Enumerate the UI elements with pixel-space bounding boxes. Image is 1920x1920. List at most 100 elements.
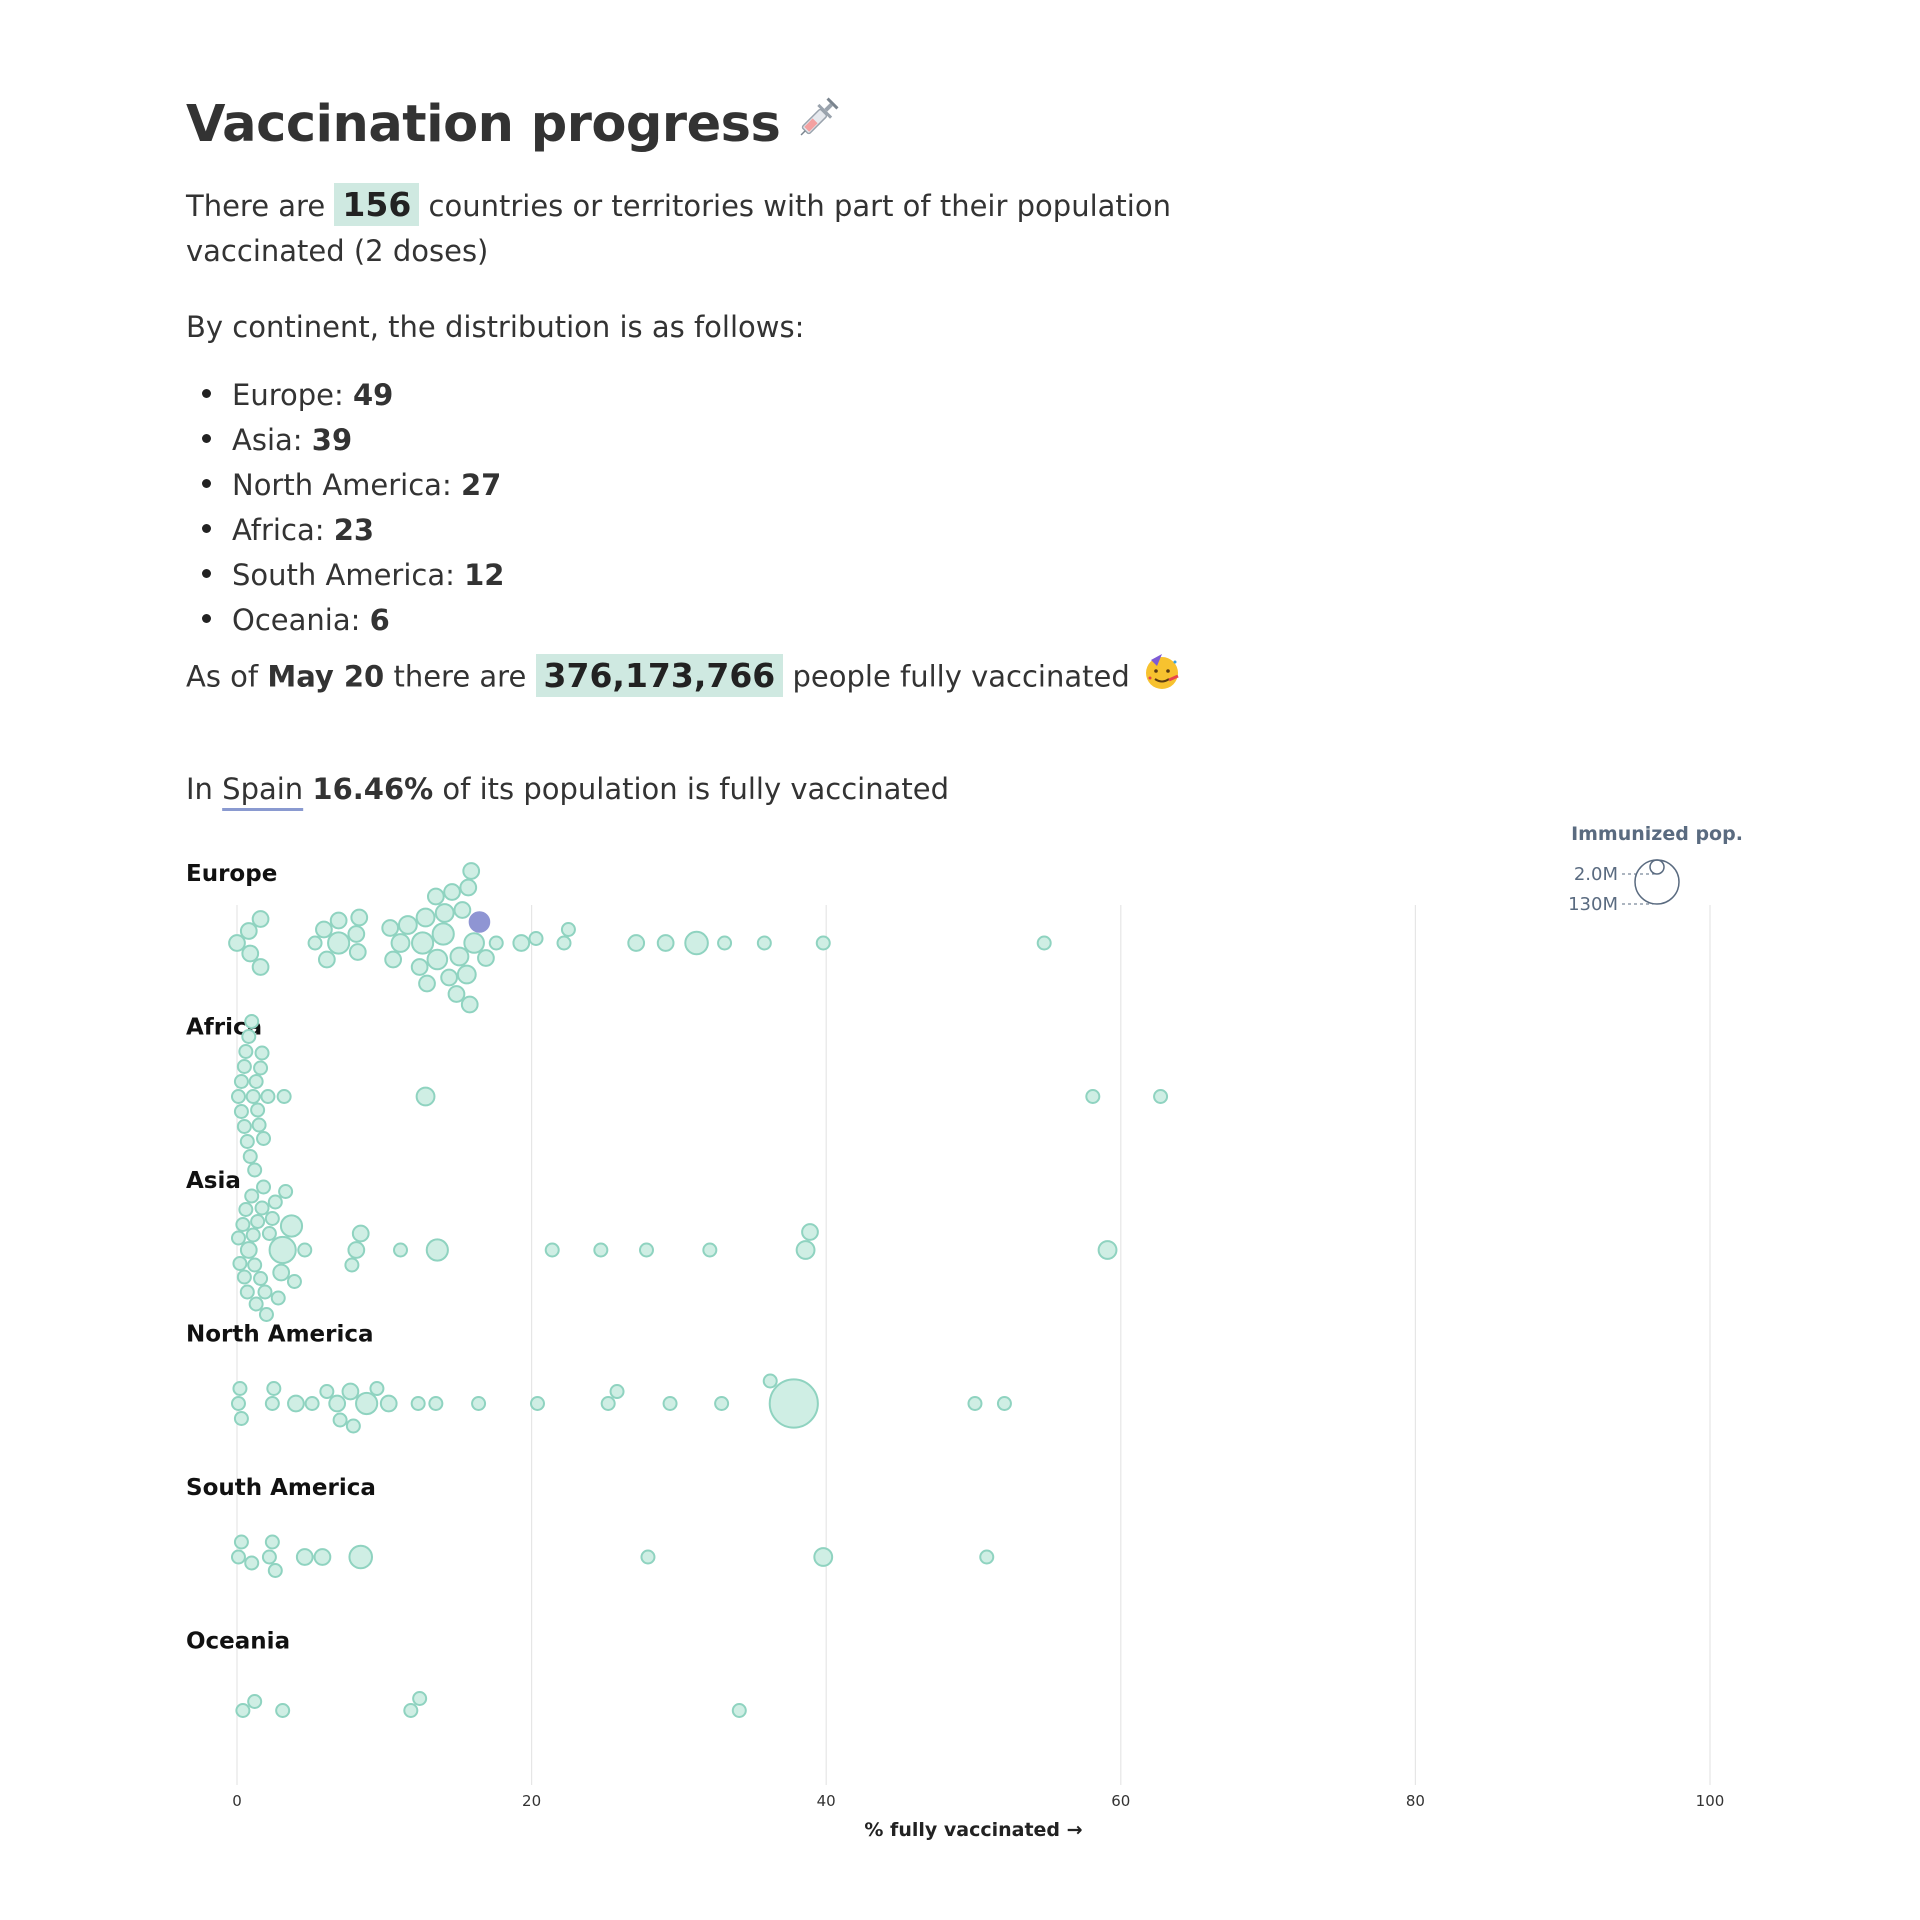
country-bubble[interactable] [238,1202,254,1217]
country-bubble[interactable] [295,1548,314,1566]
country-bubble[interactable] [286,1274,302,1289]
country-bubble[interactable] [264,1396,280,1411]
country-bubble[interactable] [254,1045,270,1061]
country-bubble[interactable] [512,934,531,952]
country-bubble[interactable] [239,1284,255,1300]
country-bubble[interactable] [1085,1089,1101,1104]
country-bubble[interactable] [477,949,495,967]
country-bubble[interactable] [418,974,436,993]
country-bubble[interactable] [297,1242,313,1258]
country-bubble[interactable] [247,1694,263,1709]
country-bubble[interactable] [411,931,435,955]
country-bubble[interactable] [272,1263,291,1282]
country-bubble[interactable] [379,1394,398,1413]
country-bubble[interactable] [242,1149,258,1164]
country-selector[interactable]: Spain [222,772,304,806]
highlighted-country-bubble[interactable] [468,911,491,933]
country-bubble[interactable] [426,948,449,971]
country-bubble[interactable] [257,1284,273,1300]
country-bubble[interactable] [230,1549,246,1565]
country-bubble[interactable] [256,1179,272,1195]
country-bubble[interactable] [684,930,709,956]
country-bubble[interactable] [463,932,485,954]
country-bubble[interactable] [462,862,481,880]
country-bubble[interactable] [351,1224,370,1243]
country-bubble[interactable] [390,933,411,953]
country-bubble[interactable] [304,1396,320,1411]
country-bubble[interactable] [233,1104,249,1119]
country-bubble[interactable] [307,935,323,951]
country-bubble[interactable] [233,1411,249,1426]
country-bubble[interactable] [415,1086,436,1107]
country-bubble[interactable] [350,908,369,927]
country-bubble[interactable] [276,1089,292,1104]
country-bubble[interactable] [403,1703,419,1718]
country-bubble[interactable] [251,1117,267,1133]
country-bubble[interactable] [425,1238,449,1262]
country-bubble[interactable] [355,1391,379,1416]
country-bubble[interactable] [702,1242,718,1258]
country-bubble[interactable] [393,1242,409,1258]
country-bubble[interactable] [453,901,472,919]
country-bubble[interactable] [267,1563,283,1578]
country-bubble[interactable] [344,1257,360,1273]
country-bubble[interactable] [1097,1240,1118,1260]
country-bubble[interactable] [440,968,458,987]
country-bubble[interactable] [251,958,270,976]
country-bubble[interactable] [762,1373,778,1389]
country-bubble[interactable] [456,964,477,985]
country-bubble[interactable] [369,1381,385,1396]
country-bubble[interactable] [609,1384,625,1399]
country-bubble[interactable] [662,1396,678,1411]
country-bubble[interactable] [434,903,455,923]
country-bubble[interactable] [247,1162,263,1178]
country-bubble[interactable] [801,1223,819,1241]
country-bubble[interactable] [1153,1089,1169,1104]
country-bubble[interactable] [329,911,348,930]
country-bubble[interactable] [1036,935,1052,951]
country-bubble[interactable] [251,910,270,928]
country-bubble[interactable] [230,1089,246,1104]
country-bubble[interactable] [348,943,367,961]
country-bubble[interactable] [426,887,445,906]
country-bubble[interactable] [447,985,466,1003]
country-bubble[interactable] [593,1242,609,1258]
country-bubble[interactable] [459,878,478,897]
country-bubble[interactable] [656,934,675,952]
country-bubble[interactable] [230,1230,246,1246]
country-bubble[interactable] [347,925,366,943]
country-bubble[interactable] [250,1214,266,1229]
country-bubble[interactable] [230,1396,246,1411]
country-bubble[interactable] [275,1703,291,1718]
country-bubble[interactable] [556,935,572,951]
country-bubble[interactable] [250,1102,266,1118]
country-bubble[interactable] [717,935,733,951]
country-bubble[interactable] [264,1534,280,1550]
country-bubble[interactable] [260,1089,276,1104]
country-bubble[interactable] [256,1131,272,1146]
country-bubble[interactable] [264,1211,280,1226]
country-bubble[interactable] [261,1226,277,1241]
country-bubble[interactable] [381,919,400,937]
country-bubble[interactable] [278,1184,294,1199]
country-bubble[interactable] [410,958,429,976]
country-bubble[interactable] [266,1381,282,1396]
country-bubble[interactable] [731,1703,747,1718]
country-bubble[interactable] [319,1384,335,1399]
country-bubble[interactable] [248,1296,264,1312]
country-bubble[interactable] [345,1418,361,1434]
country-bubble[interactable] [528,931,544,946]
country-bubble[interactable] [235,1703,251,1718]
country-bubble[interactable] [239,1134,255,1149]
country-bubble[interactable] [544,1242,560,1258]
country-bubble[interactable] [529,1396,545,1411]
country-bubble[interactable] [238,1044,254,1059]
country-bubble[interactable] [967,1396,983,1411]
country-bubble[interactable] [795,1240,816,1260]
country-bubble[interactable] [397,915,418,935]
country-bubble[interactable] [756,935,772,951]
country-bubble[interactable] [449,946,470,967]
country-bubble[interactable] [313,1548,332,1566]
country-bubble[interactable] [768,1378,819,1429]
country-bubble[interactable] [996,1396,1012,1411]
